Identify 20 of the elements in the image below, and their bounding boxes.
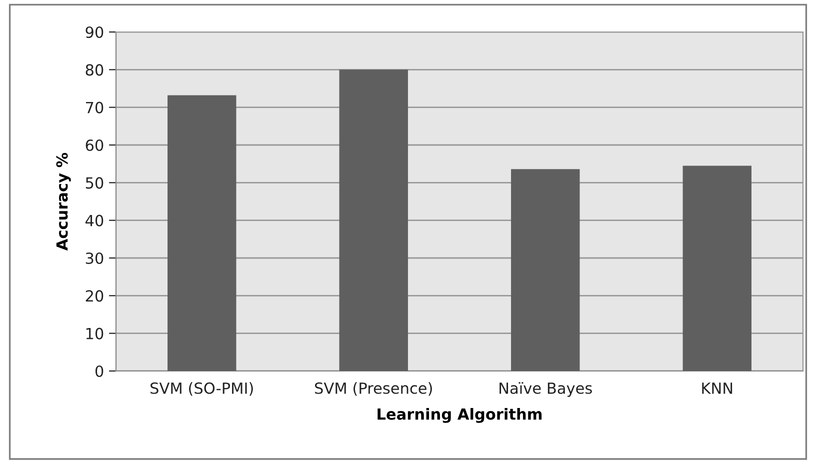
y-tick-label: 30: [86, 252, 104, 264]
x-axis-title: Learning Algorithm: [378, 408, 542, 423]
y-tick-label: 20: [86, 290, 104, 302]
y-axis-title: Accuracy %: [56, 152, 71, 251]
y-tick-label: 90: [86, 26, 104, 38]
y-tick-label: 50: [86, 177, 104, 189]
bar: [682, 166, 752, 371]
x-tick-label: SVM (SO-PMI): [150, 382, 253, 396]
bar: [168, 95, 236, 371]
bar: [339, 70, 408, 371]
y-tick-label: 80: [86, 64, 104, 76]
y-tick-label: 60: [86, 139, 104, 152]
y-tick-label: 0: [95, 365, 104, 378]
y-tick-label: 70: [86, 102, 104, 114]
x-tick-label: KNN: [702, 382, 732, 394]
y-tick-label: 40: [86, 214, 104, 226]
x-tick-label: Naïve Bayes: [500, 382, 592, 397]
x-tick-label: SVM (Presence): [315, 382, 432, 396]
y-tick-label: 10: [86, 328, 104, 340]
bar: [511, 169, 580, 371]
